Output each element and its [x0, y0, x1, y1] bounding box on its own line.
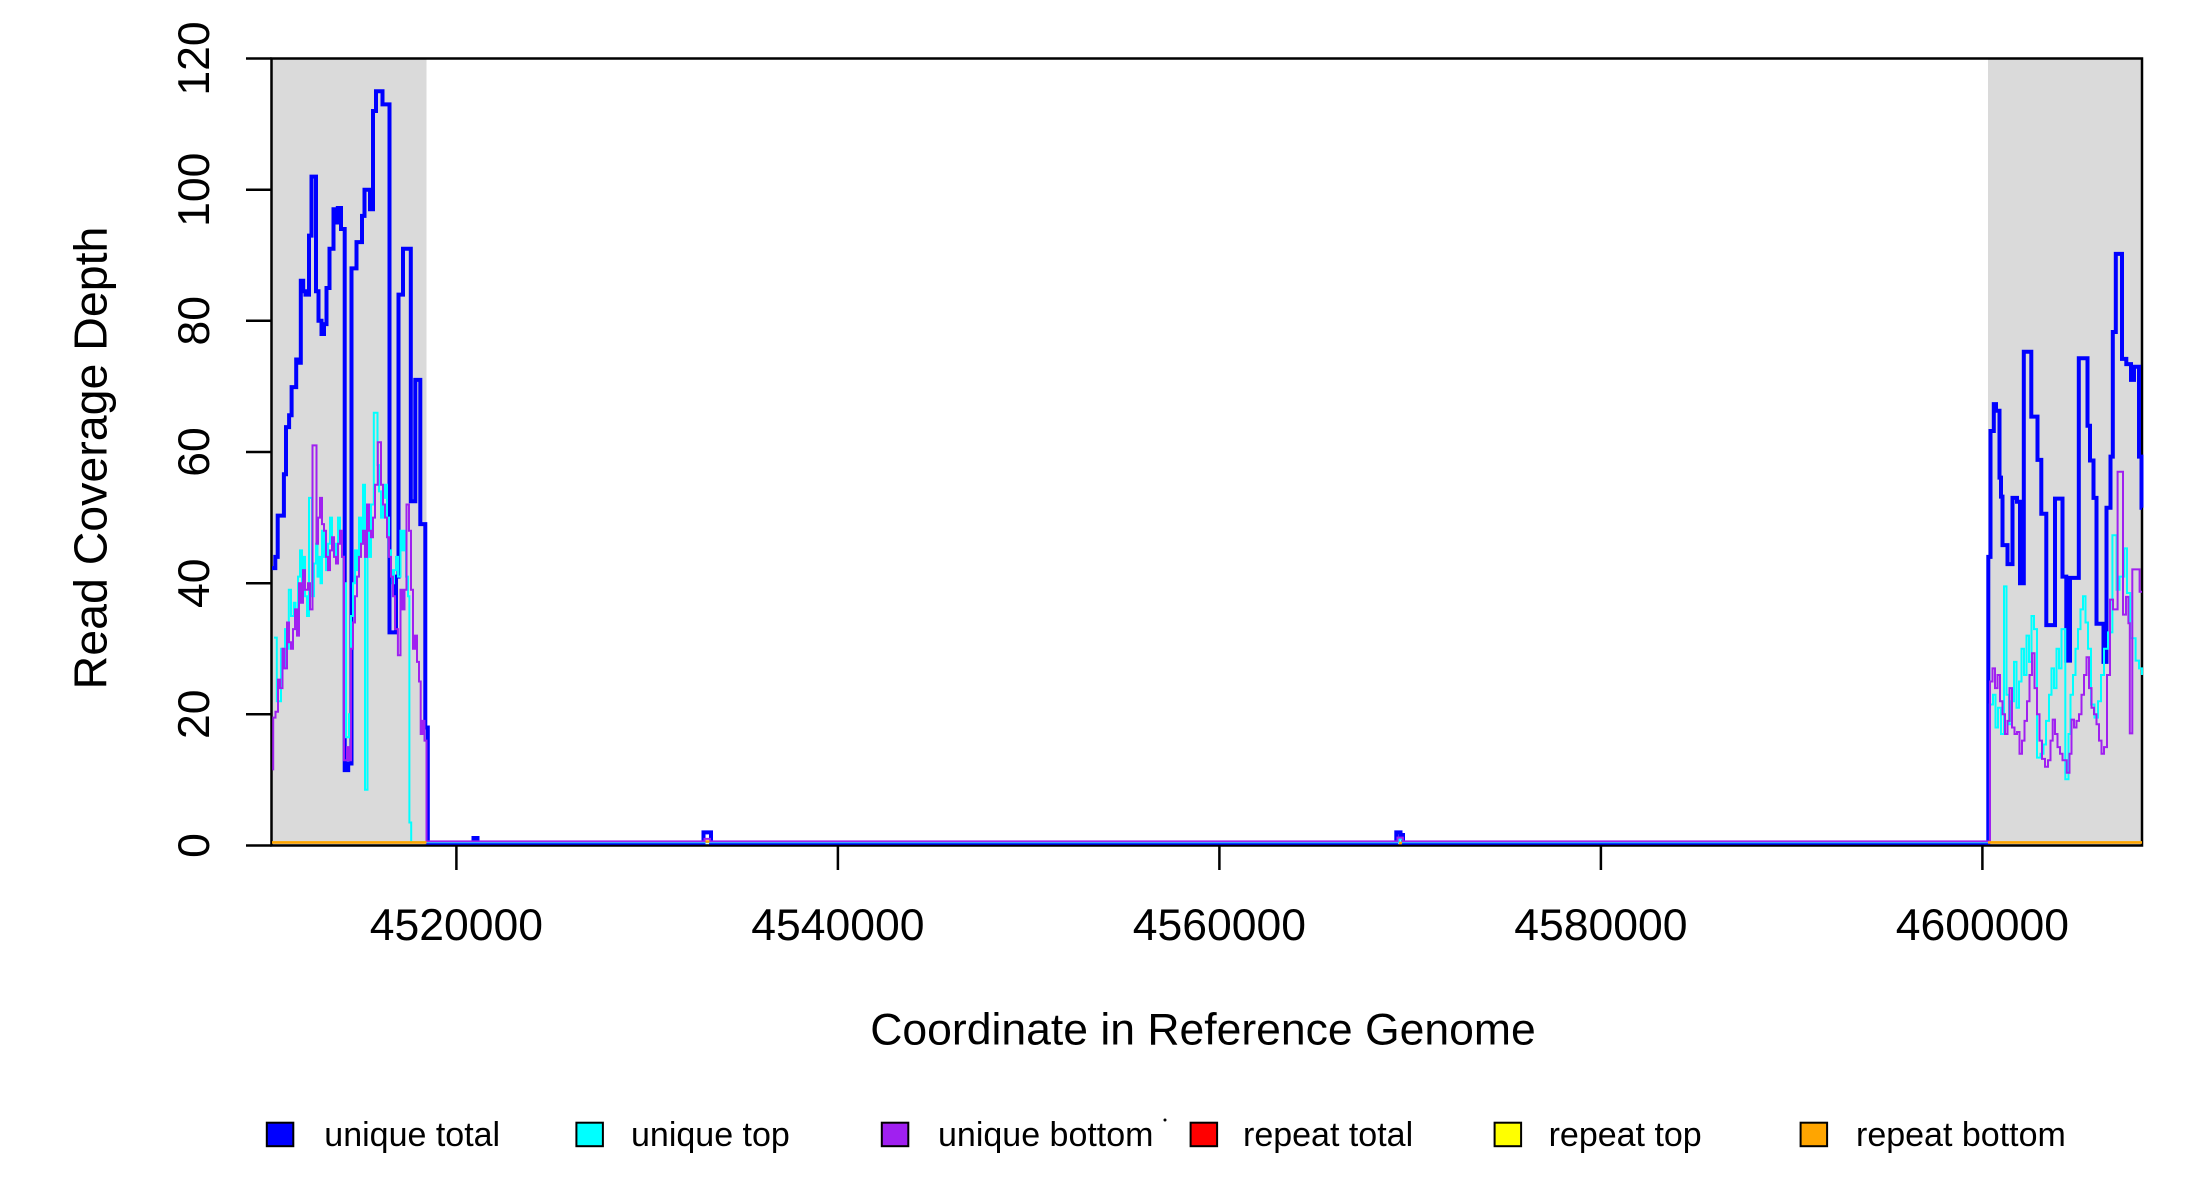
svg-text:20: 20 [170, 690, 219, 740]
svg-text:120: 120 [170, 21, 219, 95]
svg-text:4560000: 4560000 [1133, 901, 1306, 950]
svg-text:40: 40 [170, 558, 219, 608]
svg-text:unique total: unique total [324, 1116, 500, 1154]
svg-text:80: 80 [170, 296, 219, 346]
svg-text:4520000: 4520000 [370, 901, 543, 950]
svg-text:4600000: 4600000 [1896, 901, 2069, 950]
svg-text:60: 60 [170, 427, 219, 477]
svg-text:unique top: unique top [631, 1116, 790, 1154]
svg-text:4580000: 4580000 [1514, 901, 1687, 950]
svg-text:repeat bottom: repeat bottom [1856, 1116, 2066, 1154]
svg-text:100: 100 [170, 153, 219, 227]
svg-text:Coordinate in Reference Genome: Coordinate in Reference Genome [870, 1006, 1535, 1055]
svg-text:unique bottom: unique bottom [938, 1116, 1154, 1154]
svg-text:repeat total: repeat total [1243, 1116, 1413, 1154]
svg-text:0: 0 [170, 833, 219, 858]
svg-text:Read Coverage Depth: Read Coverage Depth [65, 227, 117, 690]
svg-text:repeat top: repeat top [1549, 1116, 1702, 1154]
svg-text:4540000: 4540000 [751, 901, 924, 950]
